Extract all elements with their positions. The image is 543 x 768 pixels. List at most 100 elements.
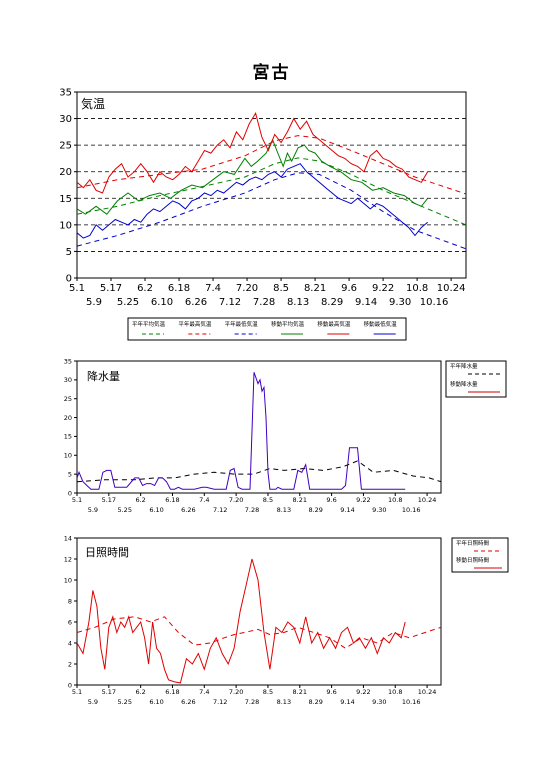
- y-tick-label: 0: [66, 274, 72, 285]
- series-moving-e00000: [77, 112, 429, 194]
- x-tick-label: 6.10: [151, 297, 173, 308]
- legend-label: 平年平均気温: [132, 320, 166, 328]
- x-tick-label: 8.13: [277, 506, 291, 514]
- chart-title: 降水量: [87, 369, 120, 383]
- x-tick-label: 6.26: [185, 297, 207, 308]
- x-tick-label: 9.30: [372, 506, 386, 514]
- series-normal-008000: [77, 157, 466, 226]
- x-tick-label: 6.2: [135, 496, 145, 504]
- x-tick-label: 9.14: [355, 297, 377, 308]
- x-tick-label: 5.9: [86, 297, 102, 308]
- x-tick-label: 8.29: [308, 506, 322, 514]
- x-tick-label: 6.10: [149, 506, 163, 514]
- y-tick-label: 10: [64, 576, 72, 584]
- x-tick-label: 7.20: [236, 283, 258, 294]
- x-tick-label: 8.13: [287, 297, 309, 308]
- series-normal-e00000: [77, 135, 466, 195]
- y-tick-label: 8: [68, 597, 72, 605]
- legend-label: 平年最高気温: [178, 320, 212, 328]
- x-tick-label: 6.18: [168, 283, 190, 294]
- x-tick-label: 8.29: [308, 698, 322, 706]
- x-tick-label: 10.16: [420, 297, 449, 308]
- x-tick-label: 7.28: [245, 506, 259, 514]
- y-tick-label: 15: [64, 433, 72, 441]
- page-title: 宮古: [252, 63, 291, 83]
- x-tick-label: 9.6: [341, 283, 357, 294]
- x-tick-label: 6.26: [181, 506, 195, 514]
- x-tick-label: 8.5: [263, 496, 273, 504]
- x-tick-label: 6.2: [135, 688, 145, 696]
- y-tick-label: 20: [59, 167, 72, 178]
- y-tick-label: 30: [59, 114, 72, 125]
- legend: 平年平均気温 平年最高気温 平年最低気温 移動平均気温 移動最高気温 移動最低気温: [127, 317, 407, 341]
- legend-box: [451, 537, 509, 573]
- x-tick-label: 5.1: [72, 496, 82, 504]
- y-tick-label: 10: [64, 452, 72, 460]
- x-tick-label: 9.22: [356, 496, 370, 504]
- y-tick-label: 35: [64, 357, 72, 365]
- x-tick-label: 8.5: [263, 688, 273, 696]
- y-tick-label: 25: [59, 141, 72, 152]
- x-tick-label: 10.16: [402, 506, 421, 514]
- y-tick-label: 6: [68, 618, 72, 626]
- x-tick-label: 5.25: [117, 506, 131, 514]
- y-tick-label: 30: [64, 376, 72, 384]
- x-tick-label: 6.18: [165, 496, 179, 504]
- x-tick-label: 6.18: [165, 688, 179, 696]
- y-tick-label: 35: [59, 88, 72, 99]
- x-tick-label: 8.5: [273, 283, 289, 294]
- x-tick-label: 8.21: [293, 496, 307, 504]
- plot-frame: [76, 537, 442, 686]
- y-tick-label: 12: [64, 555, 72, 563]
- x-tick-label: 9.6: [326, 688, 336, 696]
- series-normal-e00000: [77, 616, 441, 649]
- y-tick-label: 0: [68, 489, 72, 497]
- x-tick-label: 7.4: [199, 688, 209, 696]
- y-tick-label: 20: [64, 414, 72, 422]
- y-tick-label: 25: [64, 395, 72, 403]
- x-tick-label: 5.17: [100, 283, 122, 294]
- x-tick-label: 8.21: [293, 688, 307, 696]
- x-tick-label: 10.8: [388, 496, 402, 504]
- series-normal-0000d0: [77, 172, 466, 250]
- legend-label: 移動平均気温: [271, 320, 305, 328]
- x-tick-label: 10.16: [402, 698, 421, 706]
- x-tick-label: 9.30: [372, 698, 386, 706]
- x-tick-label: 7.20: [229, 688, 243, 696]
- x-tick-label: 9.14: [340, 698, 354, 706]
- chart-3: 日照時間 0 2 4 6 8 10 12 14 5.1 5.17 6.2 6.18 7.4 7.20 8.5 8…: [64, 534, 509, 706]
- chart-1: 気温 0 5 10 15 20 25 30 35 5.1 5.17 6.2 6.18 7.4 7.20 8.5…: [59, 88, 467, 341]
- x-tick-label: 9.14: [340, 506, 354, 514]
- plot-frame: [76, 91, 467, 279]
- x-tick-label: 6.2: [137, 283, 153, 294]
- x-tick-label: 10.8: [406, 283, 428, 294]
- series-moving-e00000: [77, 558, 406, 684]
- x-tick-label: 7.4: [199, 496, 209, 504]
- x-tick-label: 7.12: [219, 297, 241, 308]
- x-tick-label: 8.21: [304, 283, 326, 294]
- legend-box: [445, 360, 507, 398]
- x-tick-label: 9.22: [372, 283, 394, 294]
- x-tick-label: 10.24: [437, 283, 466, 294]
- x-tick-label: 6.26: [181, 698, 195, 706]
- x-tick-label: 5.25: [117, 297, 139, 308]
- legend-label: 平年最低気温: [225, 320, 259, 328]
- y-tick-label: 5: [68, 470, 72, 478]
- series-moving-4000c0: [77, 372, 406, 490]
- y-tick-label: 10: [59, 220, 72, 231]
- x-tick-label: 5.25: [117, 698, 131, 706]
- legend-label: 平年降水量: [450, 362, 478, 370]
- x-tick-label: 10.24: [418, 496, 437, 504]
- legend-label: 移動降水量: [450, 380, 478, 388]
- x-tick-label: 5.1: [72, 688, 82, 696]
- x-tick-label: 10.24: [418, 688, 437, 696]
- x-tick-label: 9.22: [356, 688, 370, 696]
- legend-label: 移動最低気温: [364, 320, 398, 328]
- x-tick-label: 7.28: [253, 297, 275, 308]
- chart-title: 気温: [81, 96, 105, 111]
- y-tick-label: 2: [68, 660, 72, 668]
- plot-frame: [76, 360, 442, 494]
